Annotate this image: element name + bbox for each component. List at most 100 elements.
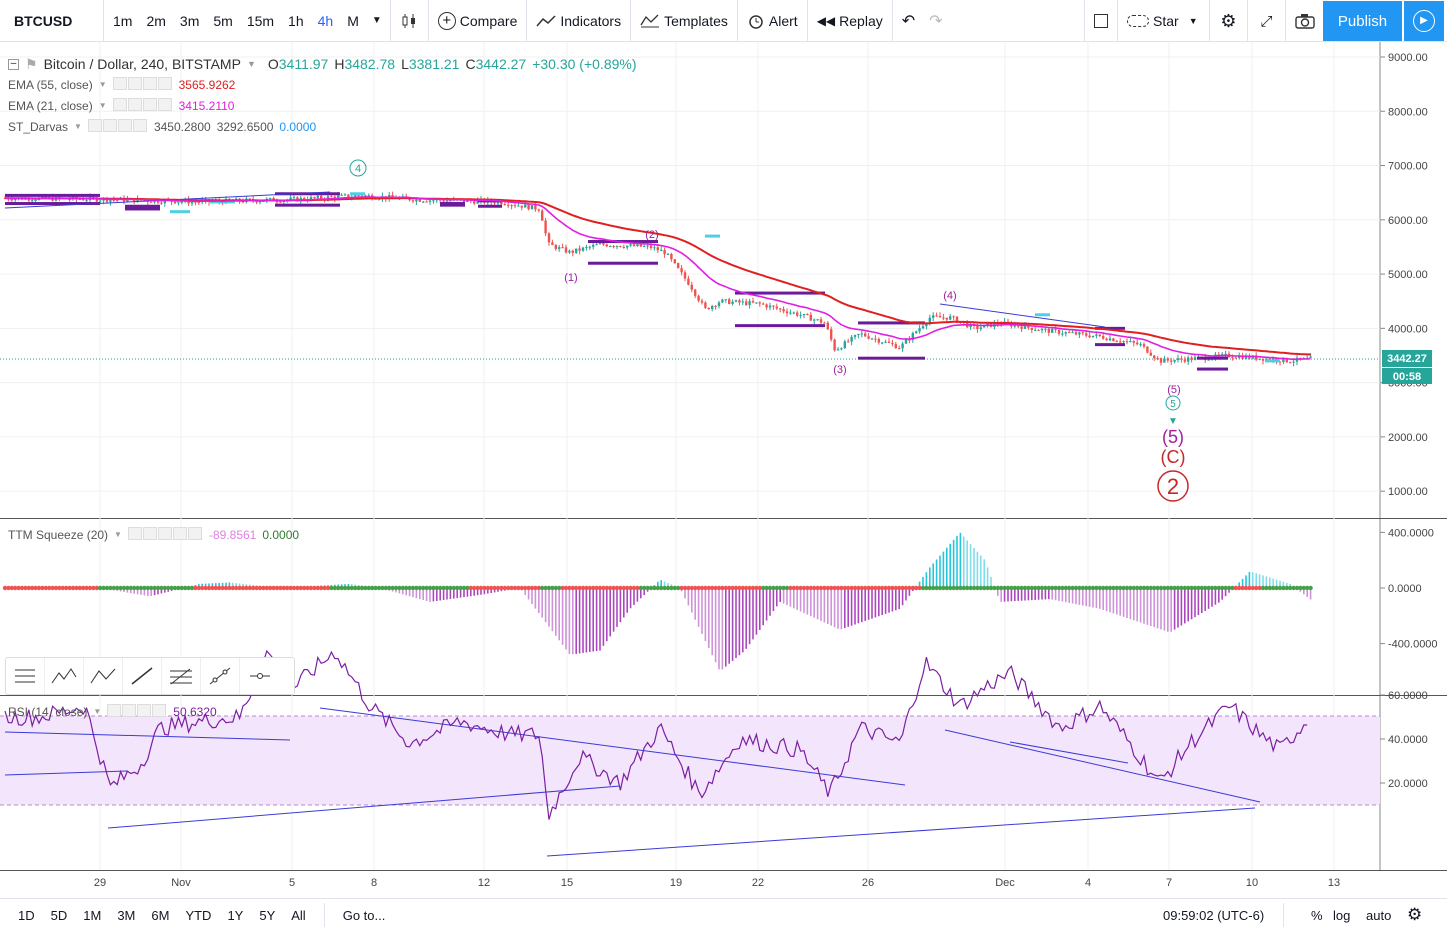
squeeze-dot bbox=[829, 585, 834, 591]
interval-1h[interactable]: 1h bbox=[288, 12, 304, 29]
goto-button[interactable]: Go to... bbox=[342, 907, 386, 923]
redo-icon[interactable]: ↷ bbox=[929, 12, 943, 30]
snapshot-button[interactable] bbox=[1286, 0, 1324, 42]
fullscreen-button[interactable]: ⤢ bbox=[1248, 0, 1286, 42]
darvas-bottom bbox=[735, 324, 825, 328]
candle-body bbox=[527, 204, 530, 210]
range-1y[interactable]: 1Y bbox=[227, 907, 244, 923]
study-controls[interactable] bbox=[87, 118, 148, 135]
compare-button[interactable]: + Compare bbox=[429, 0, 528, 42]
drag-handle-icon[interactable] bbox=[6, 658, 45, 694]
interval-month[interactable]: M bbox=[347, 12, 359, 29]
chevron-down-icon[interactable]: ▼ bbox=[246, 59, 256, 69]
fib-tool-icon[interactable] bbox=[162, 658, 201, 694]
candle-body bbox=[442, 200, 445, 202]
rsi-legend-row[interactable]: RSI (14, close) ▼ 50.6320 bbox=[8, 703, 217, 720]
range-all[interactable]: All bbox=[291, 907, 306, 923]
squeeze-dot bbox=[366, 585, 371, 591]
elliott-wave-icon[interactable] bbox=[45, 658, 84, 694]
ttm-axis[interactable]: 400.0000 0.0000 -400.0000 bbox=[1380, 527, 1438, 651]
candle-body bbox=[316, 195, 319, 198]
candle-body bbox=[921, 326, 925, 329]
abc-wave-icon[interactable] bbox=[84, 658, 123, 694]
trendline-tool-icon[interactable] bbox=[123, 658, 162, 694]
trendline[interactable] bbox=[4, 731, 291, 741]
chart-canvas[interactable]: 4 (2) (1) (3) (4) (5) 5 ▼ (5) (C) 2 9000… bbox=[0, 42, 1447, 898]
study-controls[interactable] bbox=[127, 526, 203, 543]
ttm-legend-row[interactable]: TTM Squeeze (20) ▼ -89.8561 0.0000 bbox=[8, 526, 300, 543]
interval-dropdown-icon[interactable]: ▼ bbox=[371, 15, 382, 26]
log-toggle[interactable]: log bbox=[1333, 907, 1351, 923]
indicators-button[interactable]: Indicators bbox=[527, 0, 632, 42]
alert-button[interactable]: Alert bbox=[738, 0, 808, 42]
interval-5m[interactable]: 5m bbox=[213, 12, 233, 29]
ema21-legend-row[interactable]: EMA (21, close) ▼ 3415.2110 bbox=[8, 97, 235, 114]
ray-tool-icon[interactable] bbox=[201, 658, 240, 694]
undo-icon[interactable]: ↶ bbox=[901, 12, 916, 30]
settings-button[interactable]: ⚙ bbox=[1210, 0, 1248, 42]
ema55-legend-row[interactable]: EMA (55, close) ▼ 3565.9262 bbox=[8, 76, 236, 93]
star-button[interactable]: Star ▼ bbox=[1118, 0, 1210, 42]
candle-body bbox=[751, 301, 755, 303]
horizontal-ray-icon[interactable] bbox=[240, 658, 279, 694]
interval-4h[interactable]: 4h bbox=[317, 12, 334, 29]
squeeze-dot bbox=[43, 585, 48, 591]
candle-body bbox=[112, 199, 115, 201]
time-axis[interactable]: 29 Nov 5 8 12 15 19 22 26 Dec 4 7 10 13 bbox=[94, 877, 1340, 889]
squeeze-dot bbox=[557, 585, 562, 591]
templates-button[interactable]: Templates bbox=[631, 0, 738, 42]
candle-body bbox=[513, 205, 517, 207]
squeeze-dot bbox=[699, 585, 705, 591]
gear-icon[interactable]: ⚙ bbox=[1407, 905, 1423, 924]
plus-circle-icon: + bbox=[437, 11, 456, 30]
candle-body bbox=[537, 209, 540, 211]
study-controls[interactable] bbox=[112, 97, 173, 114]
percent-toggle[interactable]: % bbox=[1311, 907, 1323, 923]
trendline[interactable] bbox=[1009, 741, 1129, 764]
squeeze-dot bbox=[903, 585, 909, 591]
auto-toggle[interactable]: auto bbox=[1366, 907, 1392, 923]
candle-body bbox=[1054, 328, 1057, 330]
interval-15m[interactable]: 15m bbox=[246, 12, 275, 29]
study-controls[interactable] bbox=[107, 703, 167, 720]
darvas-top bbox=[858, 321, 925, 325]
chart-type-button[interactable] bbox=[391, 0, 429, 42]
trendline[interactable] bbox=[319, 707, 906, 786]
range-3m[interactable]: 3M bbox=[117, 907, 136, 923]
trendline[interactable] bbox=[546, 807, 1256, 857]
interval-1m[interactable]: 1m bbox=[113, 12, 133, 29]
trendline[interactable] bbox=[944, 729, 1261, 803]
trendline[interactable] bbox=[939, 303, 1106, 328]
interval-2m[interactable]: 2m bbox=[146, 12, 166, 29]
candle-body bbox=[629, 244, 632, 246]
study-controls[interactable] bbox=[112, 76, 173, 93]
rsi-axis[interactable]: 60.0000 40.0000 20.0000 bbox=[1380, 690, 1428, 790]
range-ytd[interactable]: YTD bbox=[185, 907, 212, 923]
squeeze-dot bbox=[696, 585, 701, 591]
squeeze-dot bbox=[727, 585, 732, 591]
candle-body bbox=[1068, 332, 1071, 334]
range-5y[interactable]: 5Y bbox=[259, 907, 276, 923]
squeeze-dot bbox=[992, 585, 997, 591]
symbol-search[interactable]: BTCUSD bbox=[0, 0, 104, 42]
squeeze-dot bbox=[730, 585, 735, 591]
collapse-icon[interactable]: – bbox=[8, 58, 19, 70]
fullscreen-select-button[interactable] bbox=[1084, 0, 1118, 42]
play-button[interactable]: ▶ bbox=[1404, 1, 1444, 41]
range-5d[interactable]: 5D bbox=[50, 907, 68, 923]
price-axis[interactable]: 9000.00 8000.00 7000.00 6000.00 5000.00 4000.… bbox=[1380, 52, 1428, 498]
replay-button[interactable]: ◀◀ Replay bbox=[808, 0, 893, 42]
trendline[interactable] bbox=[107, 785, 621, 829]
candle-body bbox=[700, 300, 704, 303]
publish-button[interactable]: Publish bbox=[1323, 1, 1403, 41]
candle-body bbox=[1282, 358, 1285, 363]
candle-body bbox=[833, 339, 836, 351]
interval-3m[interactable]: 3m bbox=[179, 12, 200, 29]
range-1m[interactable]: 1M bbox=[83, 907, 102, 923]
candle-body bbox=[602, 242, 605, 245]
squeeze-dot bbox=[801, 585, 807, 591]
range-6m[interactable]: 6M bbox=[151, 907, 170, 923]
darvas-legend-row[interactable]: ST_Darvas ▼ 3450.2800 3292.6500 0.0000 bbox=[8, 118, 317, 135]
alert-label: Alert bbox=[768, 12, 798, 29]
range-1d[interactable]: 1D bbox=[18, 907, 35, 923]
